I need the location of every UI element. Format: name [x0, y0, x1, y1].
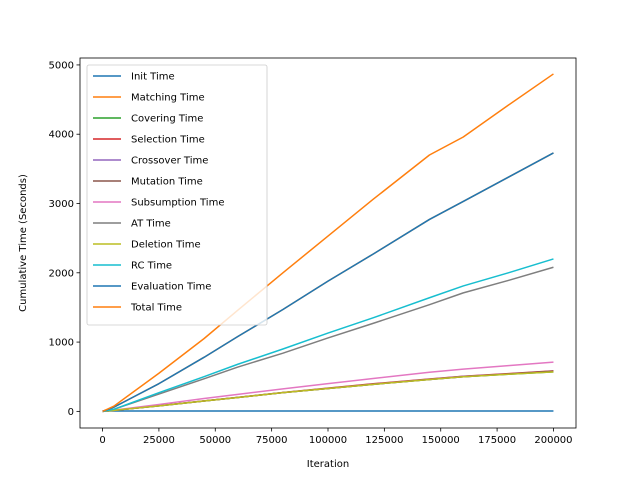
- legend-label: Init Time: [131, 72, 175, 83]
- series-line-evaluation-time: [102, 152, 554, 413]
- x-axis: 0 25000 50000 75000 100000 125000 150000 175000…: [99, 428, 573, 446]
- x-tick-label: 75000: [256, 435, 288, 446]
- y-tick-label: 4000: [49, 130, 74, 141]
- y-tick-label: 0: [68, 407, 74, 418]
- legend-label: Mutation Time: [131, 177, 203, 188]
- x-tick-label: 100000: [309, 435, 347, 446]
- legend-label: Deletion Time: [131, 240, 201, 251]
- legend-label: AT Time: [131, 219, 171, 230]
- series-line-at-time: [102, 266, 554, 413]
- series-line-total-time: [102, 73, 554, 413]
- legend-label: RC Time: [131, 261, 172, 272]
- x-axis-label: Iteration: [307, 459, 349, 470]
- y-tick-label: 5000: [49, 60, 74, 71]
- legend-label: Evaluation Time: [131, 282, 211, 293]
- legend-label: Selection Time: [131, 135, 205, 146]
- legend: Init Time Matching Time Covering Time Selec…: [86, 64, 268, 326]
- legend-label: Covering Time: [131, 114, 203, 125]
- series-line-deletion-time: [102, 371, 554, 413]
- x-tick-label: 25000: [143, 435, 175, 446]
- plot-lines: [102, 73, 554, 413]
- legend-label: Total Time: [130, 303, 182, 314]
- x-tick-label: 50000: [199, 435, 231, 446]
- x-tick-label: 0: [99, 435, 105, 446]
- legend-box: [86, 64, 268, 326]
- y-tick-label: 1000: [49, 338, 74, 349]
- y-axis-label: Cumulative Time (Seconds): [18, 174, 29, 312]
- x-tick-label: 175000: [478, 435, 516, 446]
- legend-label: Crossover Time: [131, 156, 208, 167]
- series-line-rc-time: [102, 258, 554, 413]
- x-tick-label: 125000: [365, 435, 403, 446]
- legend-label: Subsumption Time: [131, 198, 224, 209]
- legend-label: Matching Time: [131, 93, 205, 104]
- y-tick-label: 2000: [49, 268, 74, 279]
- y-tick-label: 3000: [49, 199, 74, 210]
- x-tick-label: 150000: [422, 435, 460, 446]
- x-tick-label: 200000: [534, 435, 572, 446]
- y-axis: 0 1000 2000 3000 4000 5000: [49, 60, 80, 418]
- series-line-subsumption-time: [102, 361, 554, 413]
